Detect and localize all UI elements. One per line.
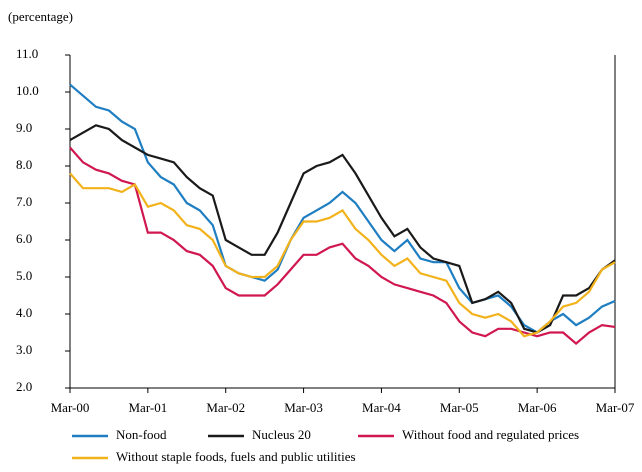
y-tick-label: 10.0	[16, 83, 39, 98]
legend-label: Non-food	[116, 427, 167, 442]
y-tick-label: 6.0	[16, 231, 32, 246]
y-tick-label: 7.0	[16, 194, 32, 209]
x-tick-label: Mar-05	[440, 400, 479, 415]
x-tick-label: Mar-07	[596, 400, 635, 415]
y-tick-label: 5.0	[16, 268, 32, 283]
legend-label: Without food and regulated prices	[402, 427, 579, 442]
legend-label: Nucleus 20	[252, 427, 311, 442]
y-tick-label: 9.0	[16, 120, 32, 135]
x-tick-label: Mar-04	[362, 400, 401, 415]
x-tick-label: Mar-06	[518, 400, 557, 415]
legend-label: Without staple foods, fuels and public u…	[116, 449, 356, 464]
x-tick-label: Mar-03	[284, 400, 323, 415]
y-tick-label: 8.0	[16, 157, 32, 172]
series-line	[69, 124, 616, 334]
x-tick-label: Mar-00	[51, 400, 90, 415]
y-tick-label: 3.0	[16, 342, 32, 357]
series-line	[69, 83, 616, 334]
y-tick-label: 11.0	[16, 46, 38, 61]
x-tick-label: Mar-01	[128, 400, 167, 415]
y-axis-label: (percentage)	[8, 9, 73, 24]
x-tick-label: Mar-02	[206, 400, 245, 415]
series-line	[69, 146, 616, 346]
y-tick-label: 2.0	[16, 379, 32, 394]
series-line	[69, 172, 616, 338]
y-tick-label: 4.0	[16, 305, 32, 320]
